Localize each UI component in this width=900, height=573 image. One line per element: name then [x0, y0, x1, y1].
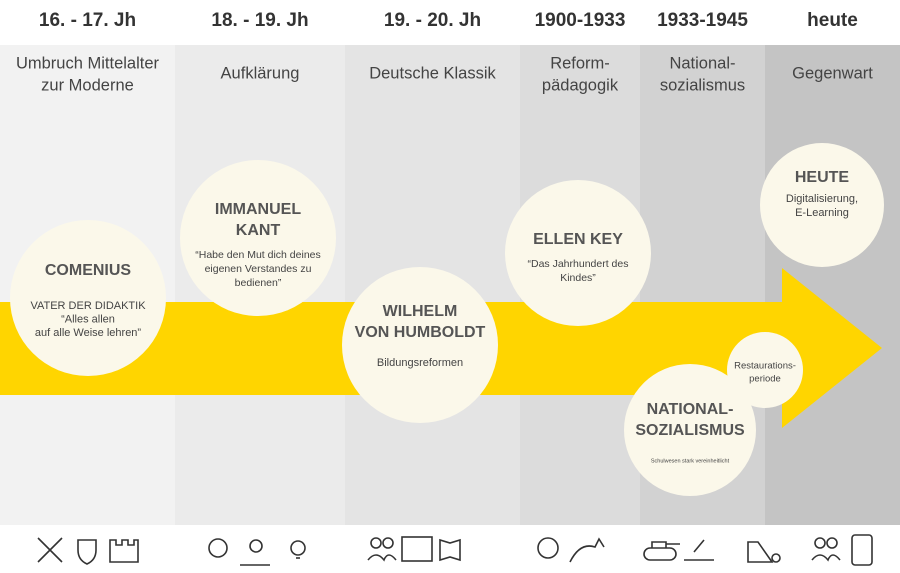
- event-text: Digitalisierung,: [786, 193, 858, 205]
- period-title: Aufklärung: [221, 64, 300, 82]
- event-circle: [727, 332, 803, 408]
- event-title: HEUTE: [795, 169, 850, 186]
- event-text: Bildungsreformen: [377, 357, 463, 369]
- period-label: heute: [807, 10, 858, 31]
- event-title: NATIONAL-: [647, 401, 734, 418]
- event-title: VON HUMBOLDT: [355, 324, 486, 341]
- event-text: eigenen Verstandes zu: [205, 263, 312, 275]
- icons: [37, 534, 873, 566]
- period-title: Deutsche Klassik: [369, 64, 496, 82]
- event-circle: [342, 267, 498, 423]
- event-text: Kindes”: [560, 272, 596, 284]
- event-circle: [10, 220, 166, 376]
- event-circle: [180, 160, 336, 316]
- event-text: E-Learning: [795, 207, 849, 219]
- event-circle: [624, 364, 756, 496]
- period-title: sozialismus: [660, 76, 745, 94]
- event-text: bedienen”: [235, 277, 282, 289]
- period-title: Gegenwart: [792, 64, 873, 82]
- period-label: 16. - 17. Jh: [39, 10, 136, 31]
- period-title: Umbruch Mittelalter: [16, 54, 160, 72]
- period-label: 18. - 19. Jh: [211, 10, 308, 31]
- event-circle: [505, 180, 651, 326]
- event-text: VATER DER DIDAKTIK: [30, 300, 146, 312]
- event-title: KANT: [236, 222, 281, 239]
- event-text: “Alles allen: [61, 313, 115, 325]
- event-circle: [760, 143, 884, 267]
- period-title: Reform-: [550, 54, 610, 72]
- period-label: 19. - 20. Jh: [384, 10, 481, 31]
- event-text: Restaurations-: [734, 361, 796, 372]
- event-text: “Habe den Mut dich deines: [195, 249, 321, 261]
- period-title: zur Moderne: [41, 76, 134, 94]
- event-title: SOZIALISMUS: [635, 422, 745, 439]
- event-title: WILHELM: [383, 303, 458, 320]
- period-label: 1933-1945: [657, 10, 748, 31]
- event-text: auf alle Weise lehren”: [35, 327, 142, 339]
- period-label: 1900-1933: [535, 10, 626, 31]
- event-text: Schulwesen stark vereinheitlicht: [651, 458, 730, 464]
- event-title: COMENIUS: [45, 262, 132, 279]
- period-title: pädagogik: [542, 76, 619, 94]
- event-title: IMMANUEL: [215, 201, 301, 218]
- period-title: National-: [669, 54, 735, 72]
- event-title: ELLEN KEY: [533, 231, 623, 248]
- event-text: periode: [749, 374, 781, 385]
- event-text: “Das Jahrhundert des: [528, 258, 629, 270]
